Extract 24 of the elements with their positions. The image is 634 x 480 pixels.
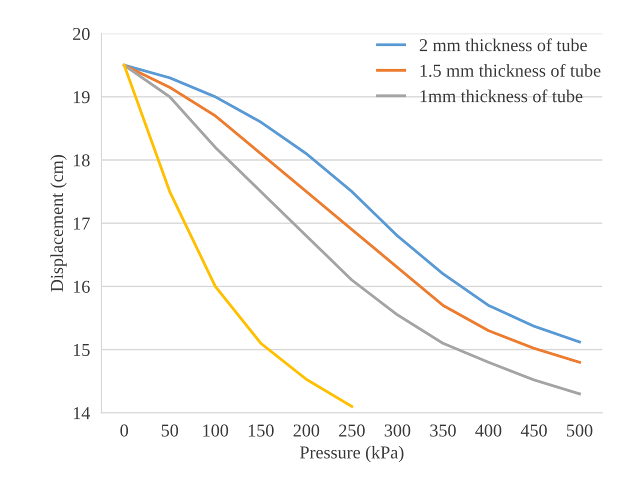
x-tick-label: 50: [162, 424, 178, 437]
x-tick-label: 250: [339, 424, 365, 437]
x-tick-label: 450: [520, 424, 547, 437]
y-tick-label: 18: [74, 154, 90, 166]
x-tick-label: 150: [248, 424, 274, 437]
x-tick-label: 400: [475, 424, 502, 437]
legend-label: 1.5 mm thickness of tube: [420, 64, 600, 77]
legend-label: 2 mm thickness of tube: [420, 38, 587, 52]
x-tick-label: 300: [384, 424, 410, 437]
x-tick-label: 200: [294, 424, 320, 437]
x-axis-title: Pressure (kPa): [300, 446, 404, 462]
y-tick-label: 16: [74, 280, 90, 293]
y-tick-label: 15: [74, 344, 90, 356]
y-tick-label: 17: [74, 218, 90, 230]
y-tick-label: 19: [74, 91, 90, 104]
x-tick-label: 500: [567, 424, 592, 437]
x-tick-label: 0: [120, 424, 128, 437]
line-series: [122, 64, 354, 408]
y-tick-label: 14: [74, 407, 90, 420]
legend-label: 1mm thickness of tube: [420, 89, 582, 102]
x-tick-label: 350: [430, 424, 456, 437]
y-axis-title: Displacement (cm): [50, 155, 67, 292]
y-tick-label: 20: [73, 28, 90, 40]
x-tick-label: 100: [203, 424, 228, 437]
